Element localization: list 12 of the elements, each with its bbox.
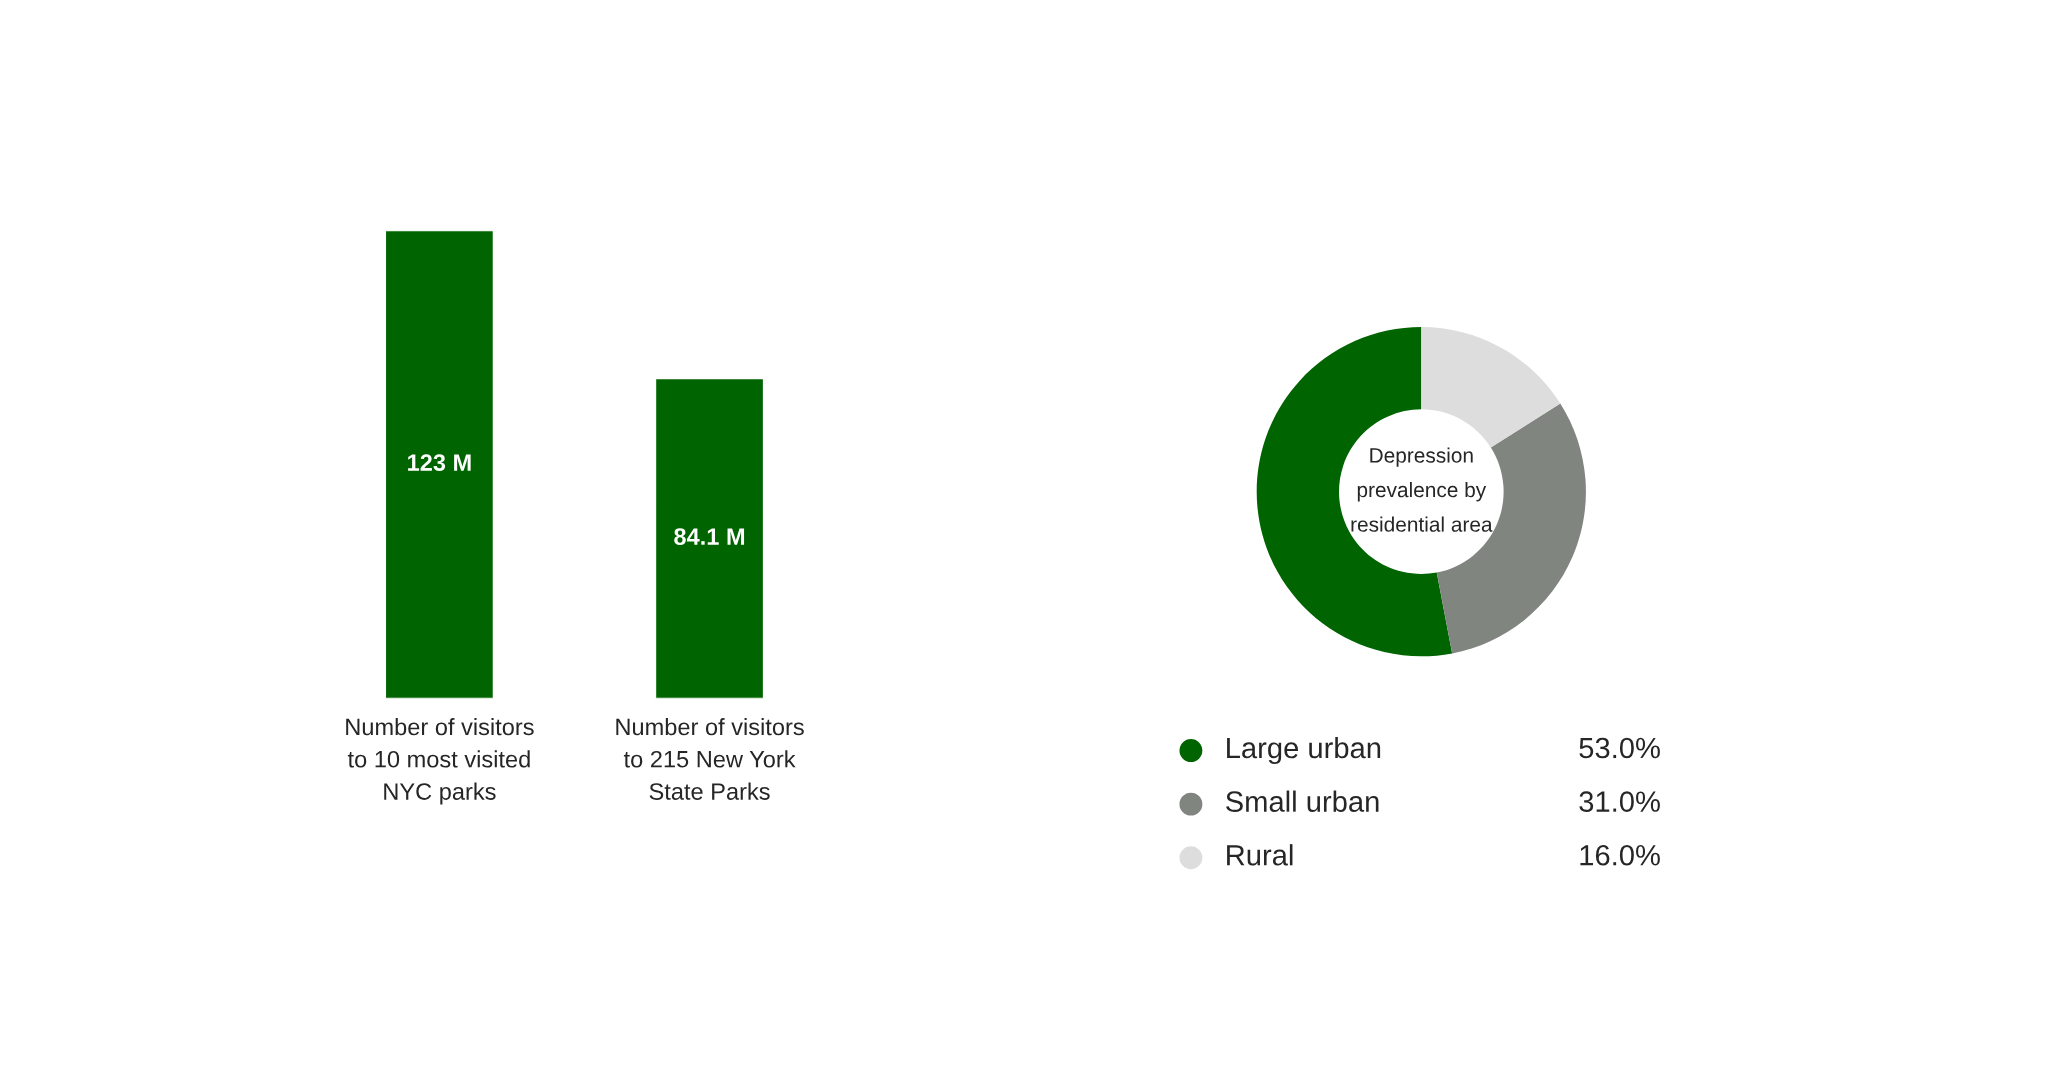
data-label: 84.1 M (674, 528, 745, 545)
x-tick-label: Number of visitors to 10 most visited NYC parks (346, 717, 534, 805)
data-label: 53.0% (1579, 737, 1660, 759)
data-label: 31.0% (1579, 791, 1660, 812)
data-label: 16.0% (1580, 844, 1660, 866)
data-label: 123 M (408, 454, 471, 471)
legend-label: Large urban (1227, 736, 1381, 765)
donut-slice (1421, 327, 1561, 448)
text: Depression prevalence by residential area (1351, 447, 1493, 532)
x-tick-label: Number of visitors to 215 New York State Parks (616, 717, 804, 800)
legend-label: Rural (1227, 844, 1293, 866)
legend-label: Small urban (1226, 790, 1379, 812)
